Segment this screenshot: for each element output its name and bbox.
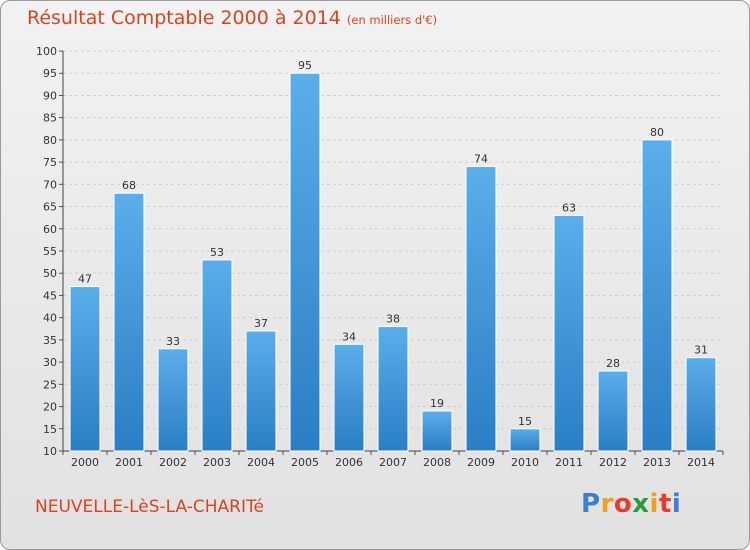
- y-tick-label: 55: [43, 245, 57, 258]
- bar-2014: [685, 357, 717, 452]
- x-tick-label-2009: 2009: [467, 456, 495, 469]
- bar-2007: [377, 326, 409, 452]
- y-tick-label: 35: [43, 334, 57, 347]
- x-tick-label-2014: 2014: [687, 456, 715, 469]
- data-label-2010: 15: [518, 415, 532, 428]
- data-label-2000: 47: [78, 273, 92, 286]
- y-tick-label: 40: [43, 312, 57, 325]
- data-label-2001: 68: [122, 179, 136, 192]
- data-label-2006: 34: [342, 330, 356, 343]
- y-tick-label: 95: [43, 67, 57, 80]
- y-tick-label: 100: [36, 45, 57, 58]
- data-label-2007: 38: [386, 313, 400, 326]
- x-tick-label-2001: 2001: [115, 456, 143, 469]
- data-label-2013: 80: [650, 126, 664, 139]
- x-tick-label-2006: 2006: [335, 456, 363, 469]
- y-tick-label: 30: [43, 356, 57, 369]
- x-tick-label-2011: 2011: [555, 456, 583, 469]
- x-tick-label-2008: 2008: [423, 456, 451, 469]
- y-tick-label: 75: [43, 156, 57, 169]
- data-label-2004: 37: [254, 317, 268, 330]
- bar-2000: [69, 286, 101, 452]
- chart-subtitle: (en milliers d'€): [346, 13, 438, 27]
- y-tick-label: 70: [43, 178, 57, 191]
- x-tick-label-2013: 2013: [643, 456, 671, 469]
- logo-letter: i: [649, 489, 659, 519]
- bar-2002: [157, 348, 189, 452]
- bar-2012: [597, 370, 629, 452]
- logo-letter: P: [581, 489, 601, 519]
- y-tick-label: 85: [43, 112, 57, 125]
- proxiti-logo: Proxiti: [581, 489, 681, 519]
- data-label-2003: 53: [210, 246, 224, 259]
- bar-2011: [553, 214, 585, 452]
- logo-letter: t: [658, 489, 672, 519]
- x-tick-label-2003: 2003: [203, 456, 231, 469]
- x-tick-label-2004: 2004: [247, 456, 275, 469]
- bar-2003: [201, 259, 233, 452]
- x-tick-label-2002: 2002: [159, 456, 187, 469]
- y-tick-label: 15: [43, 423, 57, 436]
- y-tick-label: 65: [43, 201, 57, 214]
- logo-letter: x: [632, 489, 650, 519]
- data-label-2002: 33: [166, 335, 180, 348]
- x-tick-label-2010: 2010: [511, 456, 539, 469]
- x-tick-label-2000: 2000: [71, 456, 99, 469]
- bar-2006: [333, 343, 365, 452]
- chart-title-text: Résultat Comptable 2000 à 2014: [27, 7, 341, 29]
- data-label-2011: 63: [562, 201, 576, 214]
- y-tick-label: 60: [43, 223, 57, 236]
- town-name: NEUVELLE-LèS-LA-CHARITé: [35, 497, 264, 517]
- bar-2010: [509, 428, 541, 452]
- bars: [69, 72, 717, 452]
- data-label-2014: 31: [694, 344, 708, 357]
- logo-letter: r: [600, 489, 614, 519]
- bar-2001: [113, 192, 145, 452]
- x-tick-label-2007: 2007: [379, 456, 407, 469]
- bar-2004: [245, 330, 277, 452]
- y-tick-label: 90: [43, 89, 57, 102]
- bar-2013: [641, 139, 673, 452]
- x-tick-label-2012: 2012: [599, 456, 627, 469]
- chart-title: Résultat Comptable 2000 à 2014 (en millie…: [27, 7, 437, 29]
- bar-2008: [421, 410, 453, 452]
- y-tick-label: 10: [43, 445, 57, 458]
- logo-letter: i: [671, 489, 682, 519]
- y-tick-label: 20: [43, 401, 57, 414]
- data-label-2008: 19: [430, 397, 444, 410]
- y-tick-label: 45: [43, 289, 57, 302]
- y-tick-label: 25: [43, 378, 57, 391]
- bar-2005: [289, 72, 321, 452]
- data-label-2012: 28: [606, 357, 620, 370]
- logo-letter: o: [613, 489, 633, 519]
- y-tick-label: 80: [43, 134, 57, 147]
- x-tick-label-2005: 2005: [291, 456, 319, 469]
- y-tick-label: 50: [43, 267, 57, 280]
- data-label-2005: 95: [298, 59, 312, 72]
- labels: 47 2000 68 2001 33 2002 53 2003 37 2004 95 2005 34 20…: [71, 59, 715, 469]
- bar-2009: [465, 166, 497, 452]
- data-label-2009: 74: [474, 153, 488, 166]
